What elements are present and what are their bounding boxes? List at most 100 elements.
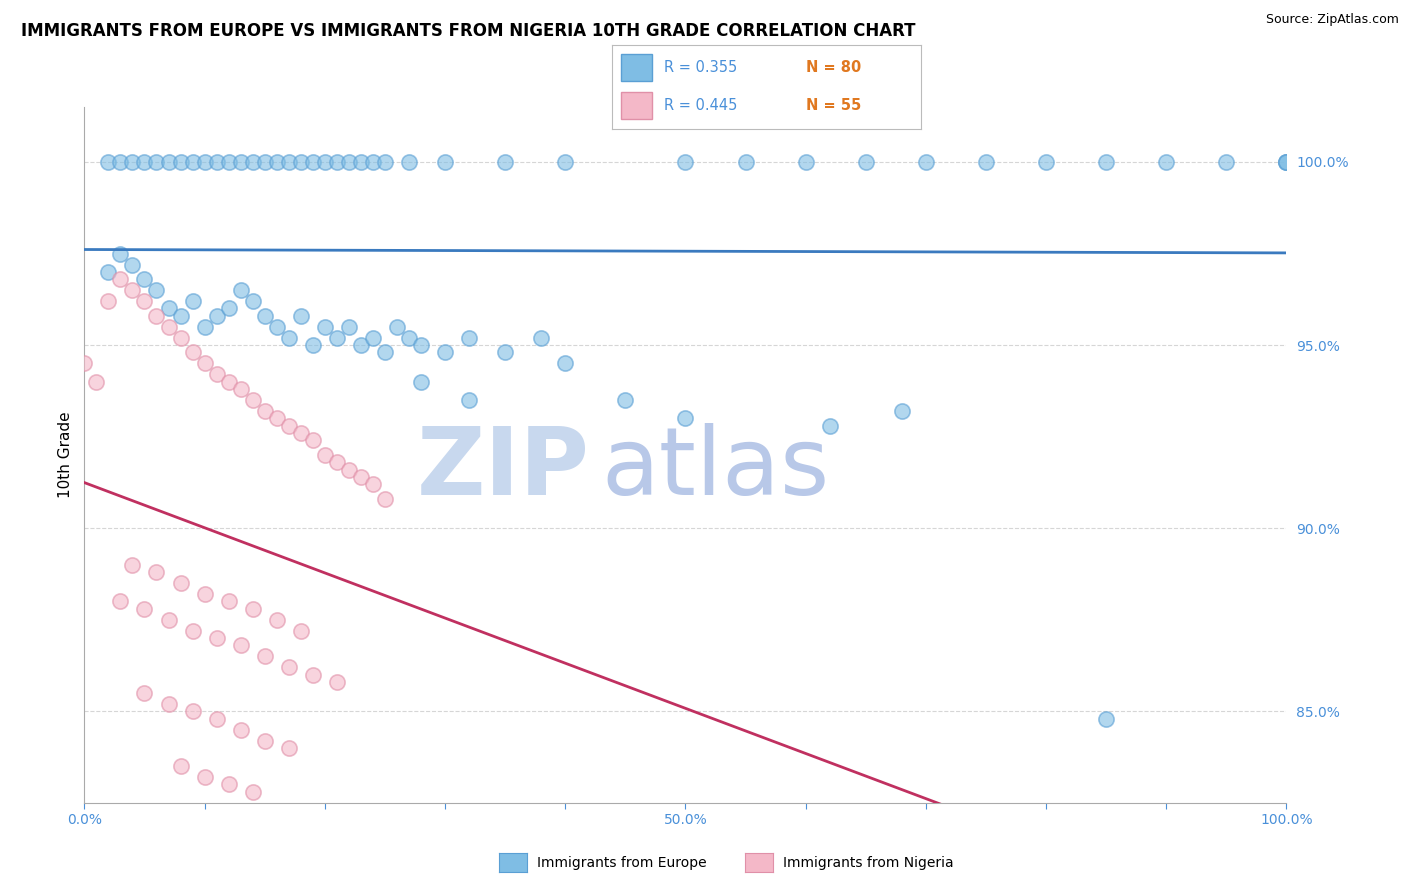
Point [134, 601, 156, 615]
Point [181, 345, 204, 359]
Point [110, 272, 132, 286]
Point [1156, 155, 1178, 169]
Point [194, 356, 217, 370]
Point [301, 155, 323, 169]
Point [181, 704, 204, 718]
Point [277, 418, 299, 433]
Point [157, 319, 180, 334]
Point [974, 155, 997, 169]
Point [194, 319, 217, 334]
Point [374, 155, 396, 169]
Point [361, 331, 384, 345]
Point [134, 155, 156, 169]
Point [1215, 155, 1237, 169]
Point [194, 770, 217, 784]
Text: Source: ZipAtlas.com: Source: ZipAtlas.com [1265, 13, 1399, 27]
Point [205, 631, 228, 645]
Point [361, 477, 384, 491]
Point [266, 155, 288, 169]
Point [434, 345, 457, 359]
Point [157, 301, 180, 316]
Point [1095, 712, 1118, 726]
Point [229, 155, 252, 169]
Point [145, 283, 167, 297]
Point [458, 331, 481, 345]
Point [110, 155, 132, 169]
Point [134, 686, 156, 700]
Text: Immigrants from Europe: Immigrants from Europe [537, 855, 707, 870]
Point [890, 404, 912, 418]
Point [409, 338, 432, 352]
Point [242, 392, 264, 407]
Point [121, 258, 143, 272]
Point [253, 309, 276, 323]
Point [337, 462, 360, 476]
Point [229, 638, 252, 652]
Point [73, 356, 96, 370]
Point [121, 155, 143, 169]
Text: N = 55: N = 55 [807, 98, 862, 113]
Point [205, 155, 228, 169]
Point [361, 155, 384, 169]
Point [253, 155, 276, 169]
Point [855, 155, 877, 169]
Point [277, 331, 299, 345]
Point [314, 155, 336, 169]
Point [434, 155, 457, 169]
Point [614, 392, 637, 407]
FancyBboxPatch shape [621, 54, 652, 81]
Point [314, 319, 336, 334]
Point [326, 675, 349, 690]
Point [169, 759, 191, 773]
Point [326, 331, 349, 345]
Point [110, 594, 132, 608]
Point [169, 155, 191, 169]
Point [350, 155, 373, 169]
Point [1275, 155, 1298, 169]
Point [326, 455, 349, 469]
Point [218, 375, 240, 389]
Text: R = 0.445: R = 0.445 [664, 98, 738, 113]
Text: IMMIGRANTS FROM EUROPE VS IMMIGRANTS FROM NIGERIA 10TH GRADE CORRELATION CHART: IMMIGRANTS FROM EUROPE VS IMMIGRANTS FRO… [21, 22, 915, 40]
Point [374, 491, 396, 506]
Point [229, 723, 252, 737]
Point [385, 319, 408, 334]
Point [145, 155, 167, 169]
Point [818, 418, 841, 433]
Point [253, 649, 276, 664]
Point [134, 294, 156, 309]
Point [121, 558, 143, 572]
Point [1095, 155, 1118, 169]
Point [277, 660, 299, 674]
Point [97, 294, 120, 309]
Point [218, 777, 240, 791]
Point [266, 613, 288, 627]
Point [97, 155, 120, 169]
Point [554, 356, 576, 370]
Text: N = 80: N = 80 [807, 60, 862, 75]
Text: Immigrants from Nigeria: Immigrants from Nigeria [783, 855, 953, 870]
Point [194, 155, 217, 169]
Point [277, 740, 299, 755]
Point [266, 319, 288, 334]
Point [301, 338, 323, 352]
Text: R = 0.355: R = 0.355 [664, 60, 737, 75]
Point [205, 368, 228, 382]
Point [253, 733, 276, 747]
Point [350, 470, 373, 484]
Point [134, 272, 156, 286]
Point [242, 294, 264, 309]
Point [554, 155, 576, 169]
FancyBboxPatch shape [621, 92, 652, 120]
Point [290, 624, 312, 638]
Point [734, 155, 756, 169]
Point [494, 345, 516, 359]
Point [157, 613, 180, 627]
Point [675, 155, 697, 169]
Y-axis label: 10th Grade: 10th Grade [58, 411, 73, 499]
Point [169, 576, 191, 591]
Point [169, 331, 191, 345]
Point [277, 155, 299, 169]
Point [337, 155, 360, 169]
Point [181, 155, 204, 169]
